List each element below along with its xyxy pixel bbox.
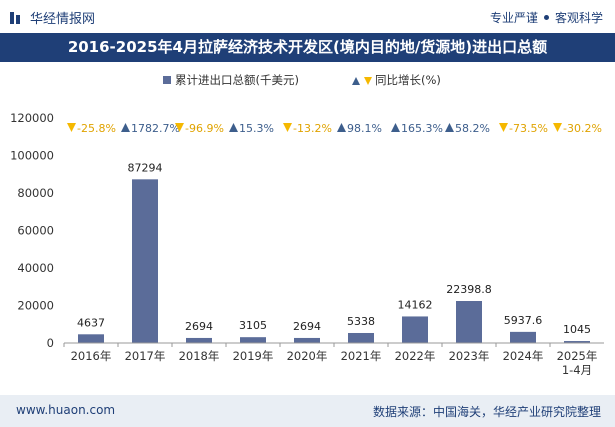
bar xyxy=(132,179,158,343)
growth-label: -25.8% xyxy=(77,122,116,135)
title-bar: 2016-2025年4月拉萨经济技术开发区(境内目的地/货源地)进出口总额 xyxy=(0,33,615,62)
brand[interactable]: 华经情报网 xyxy=(10,8,95,27)
bar-value-label: 4637 xyxy=(77,316,105,329)
growth-label: -73.5% xyxy=(509,122,548,135)
bar xyxy=(78,334,104,343)
bar xyxy=(348,332,374,343)
bar-value-label: 87294 xyxy=(128,161,163,174)
growth-up-triangle-icon xyxy=(337,123,346,132)
footer-website-link[interactable]: www.huaon.com xyxy=(16,403,116,417)
legend-label-total: 累计进出口总额(千美元) xyxy=(175,73,299,87)
brand-name: 华经情报网 xyxy=(30,12,96,27)
y-tick-label: 20000 xyxy=(17,299,54,313)
x-tick-label: 2019年 xyxy=(233,349,274,363)
growth-down-triangle-icon xyxy=(175,123,184,132)
bar xyxy=(456,301,482,343)
bar-value-label: 2694 xyxy=(185,320,213,333)
y-tick-label: 40000 xyxy=(17,261,54,275)
bar-value-label: 5338 xyxy=(347,315,375,328)
growth-row: -25.8% 1782.7% -96.9% 15.3% -13.2% 98.1% 165.3… xyxy=(67,122,602,135)
growth-down-triangle-icon xyxy=(499,123,508,132)
y-tick-label: 80000 xyxy=(17,186,54,200)
growth-label: 58.2% xyxy=(455,122,490,135)
growth-label: 15.3% xyxy=(239,122,274,135)
bar xyxy=(186,337,212,343)
x-axis: 2016年 2017年 2018年 2019年 2020年 2021年 2022年 2023年… xyxy=(63,342,604,377)
legend-label-growth: 同比增长(%) xyxy=(375,73,441,87)
growth-down-triangle-icon xyxy=(67,123,76,132)
growth-label: -30.2% xyxy=(563,122,602,135)
bar-value-label: 3105 xyxy=(239,319,267,332)
y-tick-label: 120000 xyxy=(10,111,54,125)
footer-source: 数据来源：中国海关，华经产业研究院整理 xyxy=(372,405,601,419)
separator-dot-icon xyxy=(543,15,549,20)
bar xyxy=(564,341,590,343)
growth-up-triangle-icon xyxy=(229,123,238,132)
x-tick-label: 2018年 xyxy=(179,349,220,363)
chart-title: 2016-2025年4月拉萨经济技术开发区(境内目的地/货源地)进出口总额 xyxy=(67,38,548,56)
y-tick-label: 0 xyxy=(47,336,54,350)
growth-down-triangle-icon xyxy=(283,123,292,132)
bar-value-label: 14162 xyxy=(398,298,433,311)
bar xyxy=(240,337,266,343)
bar-value-label: 22398.8 xyxy=(446,283,492,296)
x-tick-label: 2022年 xyxy=(395,349,436,363)
growth-label: -96.9% xyxy=(185,122,224,135)
brand-tags: 专业严谨 客观科学 xyxy=(490,9,603,26)
bar xyxy=(402,316,428,343)
bar-value-label: 5937.6 xyxy=(504,314,543,327)
x-tick-label: 2021年 xyxy=(341,349,382,363)
x-tick-label: 2017年 xyxy=(125,349,166,363)
bar-value-label: 2694 xyxy=(293,320,321,333)
legend-bar-swatch-icon xyxy=(163,76,171,84)
tag-objective: 客观科学 xyxy=(554,11,603,25)
y-tick-label: 100000 xyxy=(10,149,54,163)
x-tick-label: 2024年 xyxy=(503,349,544,363)
x-tick-label: 2023年 xyxy=(449,349,490,363)
growth-label: 1782.7% xyxy=(131,122,180,135)
legend: 累计进出口总额(千美元) 同比增长(%) xyxy=(163,73,441,87)
bar-value-label: 1045 xyxy=(563,323,591,336)
growth-label: 98.1% xyxy=(347,122,382,135)
bars: 4637 87294 2694 3105 2694 5338 14162 22398.8 593… xyxy=(77,161,591,343)
x-tick-label: 2020年 xyxy=(287,349,328,363)
tag-professional: 专业严谨 xyxy=(489,11,538,25)
y-axis: 0 20000 40000 60000 80000 100000 120000 xyxy=(10,111,54,350)
growth-up-triangle-icon xyxy=(391,123,400,132)
x-tick-label: 2025年 1-4月 xyxy=(557,349,598,377)
bar-chart-logo-icon xyxy=(10,11,24,25)
x-tick-label: 2016年 xyxy=(71,349,112,363)
growth-label: -13.2% xyxy=(293,122,332,135)
footer: www.huaon.com 数据来源：中国海关，华经产业研究院整理 xyxy=(0,395,615,427)
growth-label: 165.3% xyxy=(401,122,443,135)
bar xyxy=(294,337,320,343)
bar xyxy=(510,331,536,343)
growth-up-triangle-icon xyxy=(445,123,454,132)
growth-down-triangle-icon xyxy=(553,123,562,132)
top-bar: 华经情报网 专业严谨 客观科学 xyxy=(0,0,615,33)
legend-up-triangle-icon xyxy=(352,77,360,85)
y-tick-label: 60000 xyxy=(17,224,54,238)
chart-area: 累计进出口总额(千美元) 同比增长(%) -25.8% 1782.7% -96.9% 1… xyxy=(10,73,604,377)
growth-up-triangle-icon xyxy=(121,123,130,132)
legend-down-triangle-icon xyxy=(364,77,372,85)
